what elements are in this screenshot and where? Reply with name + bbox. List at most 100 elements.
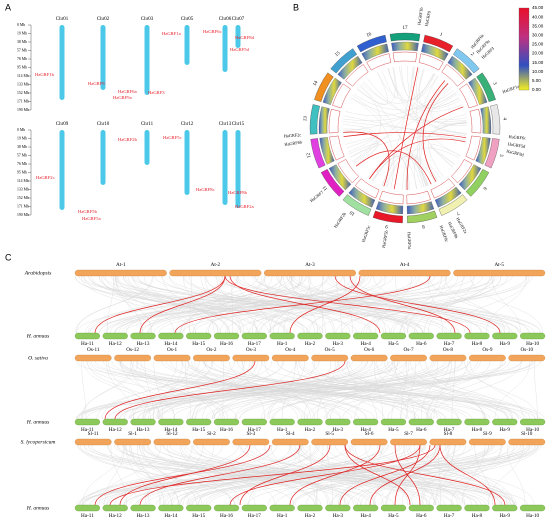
link: [148, 275, 293, 334]
density-track: [447, 55, 473, 80]
chromosome-bar: [390, 354, 427, 362]
gene-label: HaGRF2a: [235, 204, 254, 209]
species-label: H. annuus: [26, 333, 50, 339]
chromosome-bar: [469, 438, 506, 446]
link: [381, 157, 409, 190]
syntenic-link: [344, 444, 411, 506]
link: [76, 275, 291, 334]
chromosome-bar: [350, 354, 388, 362]
species-label: O. sativa: [28, 355, 48, 361]
link: [106, 275, 115, 334]
gene-label: HaGRF2b: [118, 137, 138, 142]
chromosome-label: Ha-9: [500, 427, 511, 433]
link: [158, 360, 534, 420]
chromosome-segment: [342, 194, 372, 216]
link: [76, 360, 390, 420]
gene-label: HaGRF1a: [502, 84, 520, 95]
link: [216, 275, 257, 334]
density-track: [375, 201, 404, 215]
link: [90, 360, 467, 420]
chromosome-label: Ha-16: [220, 427, 233, 433]
panel-label: C: [5, 252, 12, 262]
link: [429, 146, 456, 166]
chromosome: [59, 130, 65, 210]
chromosome-bar: [408, 418, 434, 426]
link: [117, 275, 286, 334]
chromosome-bar: [390, 438, 427, 446]
chromosome-label: Chr01: [56, 17, 69, 22]
link: [407, 66, 453, 168]
gene-label: HaGRF8d: [235, 35, 255, 40]
link: [367, 152, 442, 179]
link: [136, 444, 161, 506]
link: [195, 360, 251, 420]
line-track: [332, 83, 351, 109]
link: [444, 275, 506, 334]
chromosome-label: Ha-13: [137, 427, 150, 433]
chromosome-label: Ha-7: [444, 427, 455, 433]
chromosome-bar: [169, 269, 262, 277]
link: [269, 275, 483, 334]
chromosome-bar: [325, 418, 351, 426]
scale-label: 152 Mb: [17, 196, 29, 200]
link: [106, 444, 352, 506]
link: [273, 360, 463, 420]
link: [383, 360, 486, 420]
link: [269, 360, 315, 420]
line-track: [345, 64, 369, 87]
link: [181, 360, 341, 420]
link: [179, 444, 321, 506]
link: [104, 444, 125, 506]
syntenic-link: [119, 444, 251, 506]
gene-label: HaGRF8b: [447, 221, 459, 239]
chromosome-label: Chr03: [141, 17, 154, 22]
chromosome-label: Chr09: [56, 122, 69, 127]
chromosome-label: Ha-14: [164, 427, 177, 433]
link: [365, 444, 531, 506]
scale-label: 95 Mb: [17, 170, 27, 174]
chromosome-label: Ha-1: [277, 427, 288, 433]
scale-label: 114 Mb: [17, 74, 29, 78]
chromosome-bar: [232, 354, 270, 362]
chromosome-bar: [269, 418, 295, 426]
link: [429, 81, 467, 126]
chromosome-bar: [269, 332, 295, 340]
link: [82, 275, 445, 334]
gene-label: HaGRF8b: [228, 190, 248, 195]
chromosome-label: Sl-4: [286, 431, 295, 437]
chromosome-label: Chr12: [181, 122, 194, 127]
species-label: Arabidopsis: [24, 270, 52, 276]
link: [135, 444, 490, 506]
chromosome-bar: [74, 418, 100, 426]
line-track: [451, 159, 473, 184]
density-track: [468, 77, 488, 105]
link: [136, 275, 409, 334]
syntenic-link: [104, 360, 256, 420]
link: [82, 444, 125, 506]
link: [330, 360, 394, 420]
link: [350, 97, 394, 189]
chromosome-label: Os-5: [325, 347, 335, 353]
link: [110, 444, 127, 506]
link: [357, 72, 388, 106]
link: [367, 78, 467, 134]
link: [222, 360, 224, 420]
chromosome-label: At-3: [305, 262, 315, 268]
scale-label: 38 Mb: [17, 145, 27, 149]
link: [291, 275, 483, 334]
link: [350, 97, 467, 122]
chromosome-bar: [311, 354, 349, 362]
chromosome-number: 15: [335, 51, 342, 58]
chromosome: [222, 25, 228, 72]
chromosome-bar: [153, 438, 191, 446]
chromosome-bar: [358, 269, 451, 277]
chromosome-bar: [297, 418, 323, 426]
chromosome-label: Chr06: [219, 17, 232, 22]
colorbar-tick: 45.00: [532, 5, 544, 10]
chromosome-label: Ha-3: [333, 427, 344, 433]
link: [147, 444, 357, 506]
gene-label: HaGRF9a: [113, 95, 132, 100]
syntenic-link: [174, 275, 431, 334]
chromosome-label: At-4: [400, 262, 410, 268]
chromosome-bar: [464, 332, 490, 340]
